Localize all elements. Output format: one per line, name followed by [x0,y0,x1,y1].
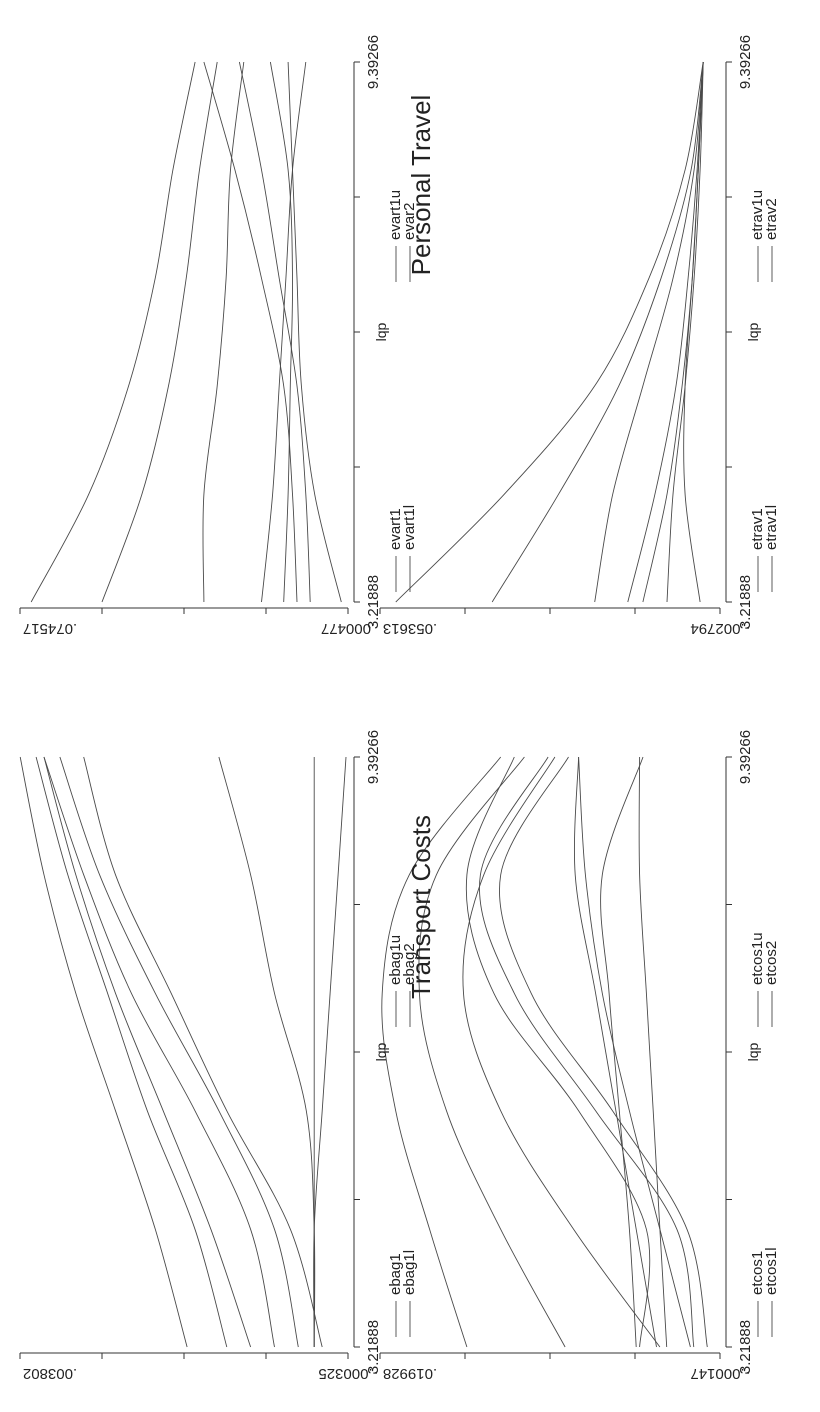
legend-label-etrav1l: etrav1l [763,505,780,550]
series-line-etrav1 [395,61,704,603]
series-line-ebag1u [43,756,252,1348]
series-line-etcos1l [418,756,566,1348]
x-tick-label-max: 9.39266 [365,730,382,784]
x-tick-label-min: 3.21888 [737,1320,754,1374]
legend-label-etcos1u: etcos1u [749,932,766,985]
legend-label-evar2: evar2 [401,202,418,240]
legend-label-etcos1: etcos1 [749,1251,766,1295]
x-axis-label: lqp [373,322,389,341]
x-axis-label: lqp [745,1042,761,1061]
series-line-unlabeled-8 [600,756,644,1348]
series-line-unlabeled-4 [59,756,299,1348]
series-line-unlabeled-6 [269,61,294,603]
legend-label-evart1u: evart1u [387,190,404,240]
legend-label-ebag1l: ebag1l [401,1250,418,1295]
series-line-ebag1l [35,756,228,1348]
series-line-evart1l [101,61,218,603]
series-line-etrav1u [594,61,704,603]
legend-label-etrav1u: etrav1u [749,190,766,240]
series-line-unlabeled-6 [683,61,704,603]
legend-label-ebag1: ebag1 [387,1253,404,1295]
series-line-ebag1 [19,756,188,1348]
series-line-unlabeled-5 [83,756,323,1348]
y-tick-label-max: .053613 [383,620,437,637]
x-axis-label: lqp [745,322,761,341]
x-tick-label-min: 3.21888 [365,575,382,629]
y-tick-label-max: .074517 [23,620,77,637]
y-tick-label-min: -.000147 [690,1365,749,1382]
series-line-ebag2 [43,756,275,1348]
legend-label-etcos1l: etcos1l [763,1247,780,1295]
chart-panel-etcos: 3.218889.39266-.000147.019928lqpetcos1et… [379,730,780,1382]
series-line-etcos1u [462,756,661,1348]
series-line-evar2 [261,61,307,603]
series-line-unlabeled-5 [499,756,708,1348]
series-line-evart1 [30,61,196,603]
panel-caption: Personal Travel [406,95,436,276]
y-tick-label-min: -.000325 [318,1365,377,1382]
legend-label-evart1l: evart1l [401,505,418,550]
rotated-figure-group: 3.218889.39266-.000147.019928lqpetcos1et… [19,35,780,1382]
legend-label-etrav1: etrav1 [749,508,766,550]
panel-caption: Transport Costs [406,815,436,999]
x-tick-label-max: 9.39266 [737,35,754,89]
chart-panel-evart: 3.218889.39266.000477.074517lqpevart1eva… [19,35,418,637]
chart-panel-ebag: 3.218889.39266-.000325.003802lqpebag1eba… [19,730,418,1382]
y-tick-label-min: .000477 [321,620,375,637]
y-tick-label-max: .003802 [23,1365,77,1382]
series-line-etrav2 [627,61,704,603]
series-line-unlabeled-8 [313,756,347,1348]
x-axis-label: lqp [373,1042,389,1061]
series-line-unlabeled-5 [666,61,704,603]
x-tick-label-max: 9.39266 [365,35,382,89]
x-tick-label-min: 3.21888 [365,1320,382,1374]
series-line-unlabeled-6 [573,756,657,1348]
series-line-unlabeled-7 [287,61,342,603]
series-line-unlabeled-5 [238,61,311,603]
y-tick-label-min: -.002794 [690,620,749,637]
series-line-unlabeled-4 [203,61,298,603]
x-tick-label-min: 3.21888 [737,575,754,629]
series-line-unlabeled-4 [479,756,695,1348]
series-line-etcos1 [381,756,502,1348]
legend-label-evart1: evart1 [387,508,404,550]
legend-label-etcos2: etcos2 [763,941,780,985]
series-line-etrav1l [491,61,704,603]
x-tick-label-max: 9.39266 [737,730,754,784]
y-tick-label-max: .019928 [383,1365,437,1382]
legend-label-ebag1u: ebag1u [387,935,404,985]
series-line-unlabeled-9 [638,756,668,1348]
series-line-unlabeled-4 [642,61,704,603]
chart-panel-etrav: 3.218889.39266-.002794.053613lqpetrav1et… [379,35,780,637]
series-line-evart1u [202,61,245,603]
legend-label-ebag2: ebag2 [401,943,418,985]
series-line-etcos2 [465,756,651,1348]
series-line-unlabeled-7 [578,756,691,1348]
legend-label-etrav2: etrav2 [763,198,780,240]
